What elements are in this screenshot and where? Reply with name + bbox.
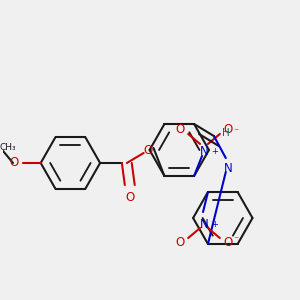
Text: O: O bbox=[10, 157, 19, 169]
Text: O: O bbox=[143, 145, 152, 158]
Text: H: H bbox=[222, 128, 230, 138]
Text: O: O bbox=[175, 236, 184, 248]
Text: O: O bbox=[175, 124, 184, 136]
Text: O: O bbox=[224, 236, 233, 248]
Text: ⁻: ⁻ bbox=[234, 235, 239, 245]
Text: ⁻: ⁻ bbox=[234, 127, 239, 137]
Text: O: O bbox=[125, 191, 134, 204]
Text: N: N bbox=[200, 146, 208, 158]
Text: N: N bbox=[200, 218, 208, 231]
Text: O: O bbox=[224, 124, 233, 136]
Text: N: N bbox=[224, 162, 232, 175]
Text: CH₃: CH₃ bbox=[0, 142, 16, 152]
Text: +: + bbox=[211, 220, 218, 229]
Text: +: + bbox=[211, 147, 218, 156]
